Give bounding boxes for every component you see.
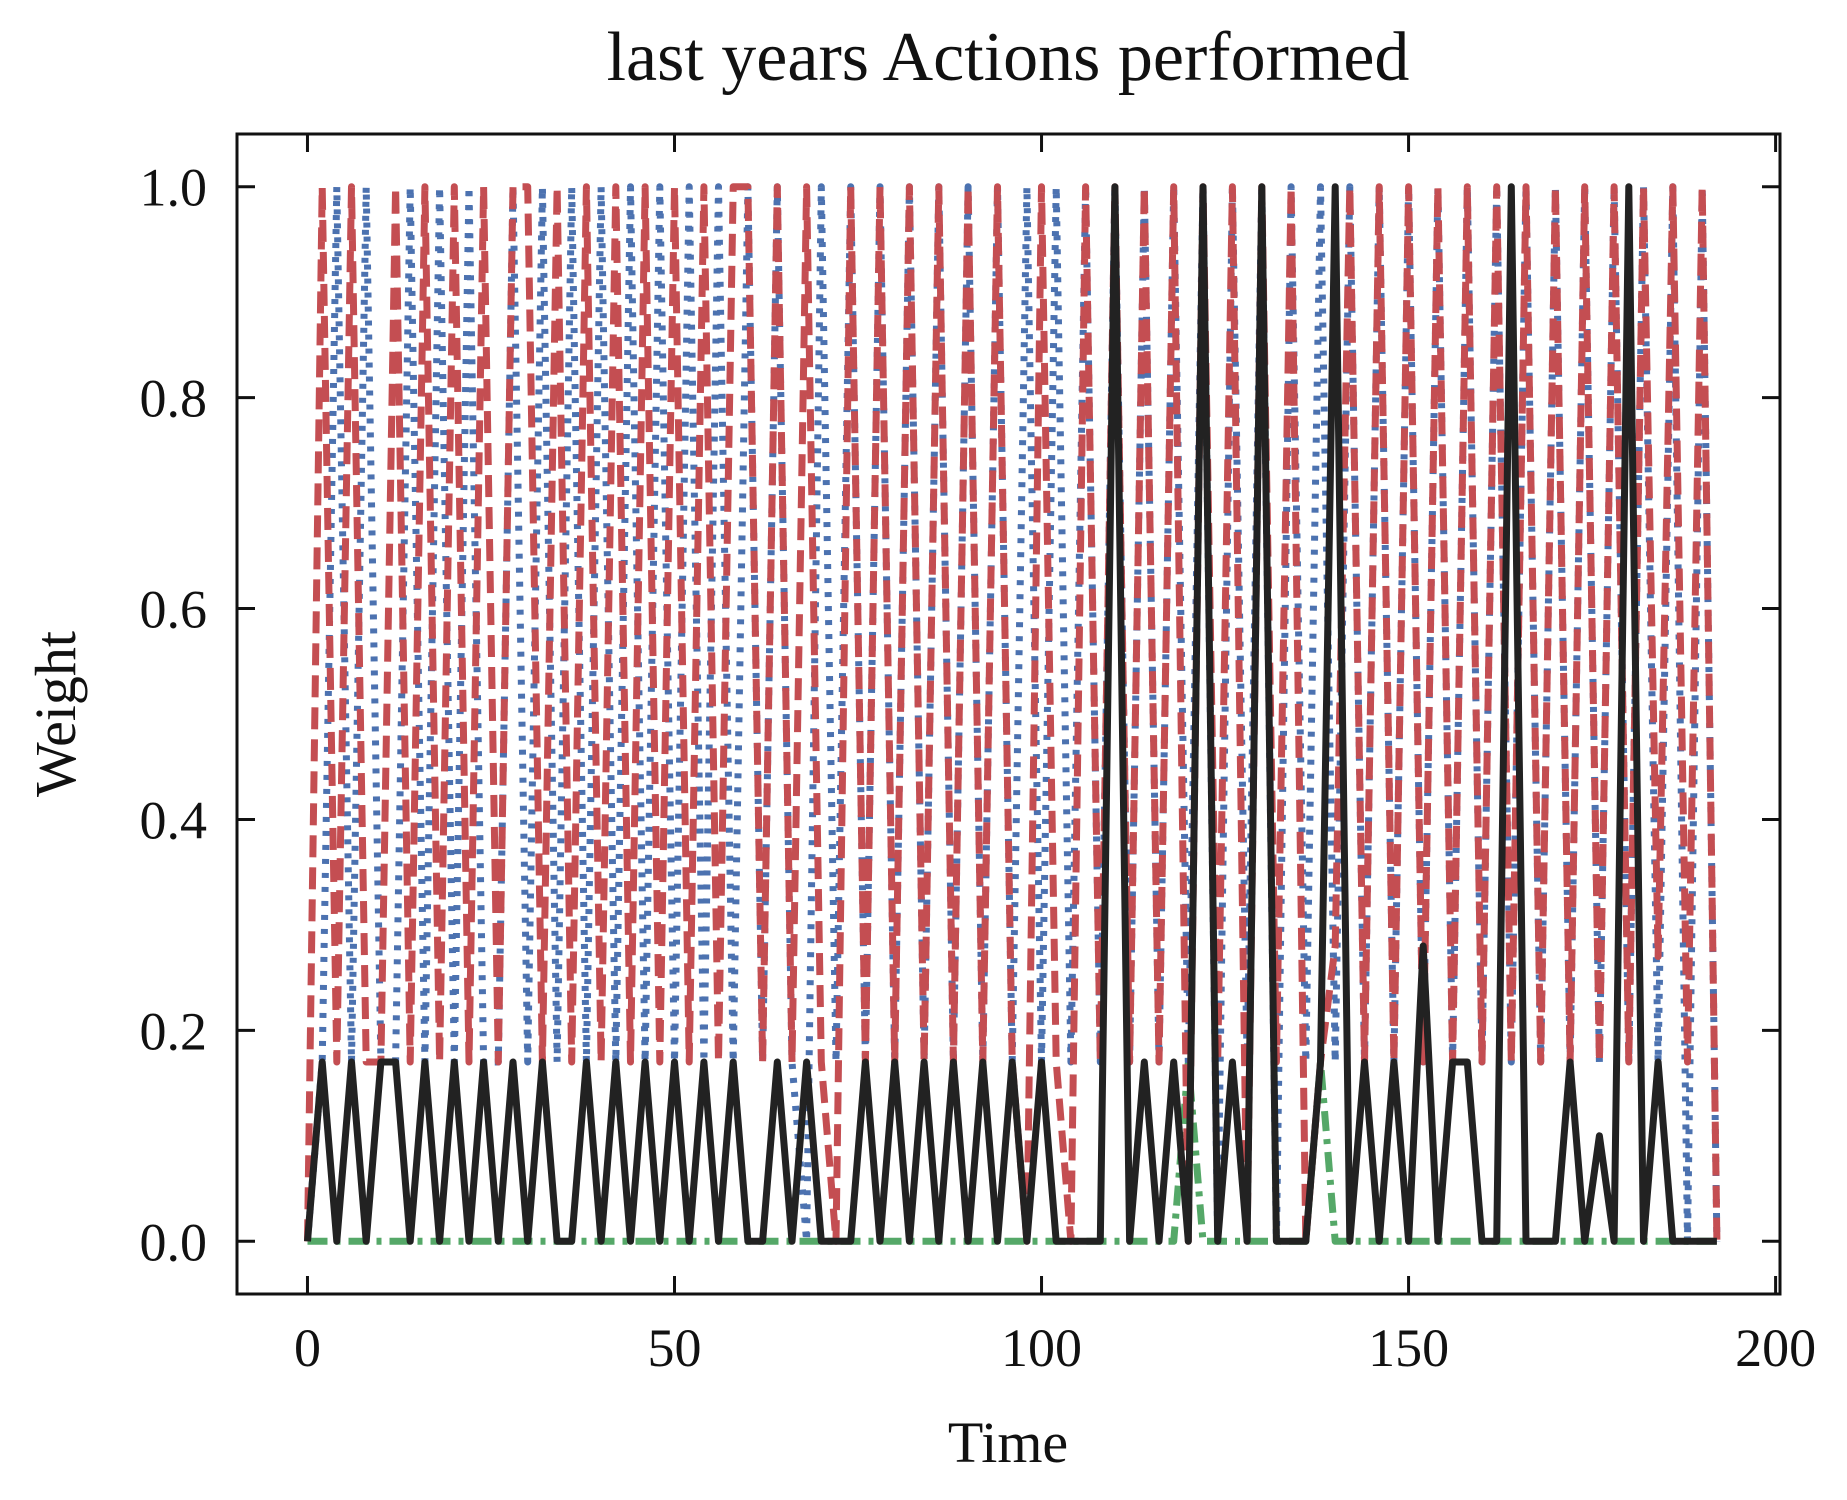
x-tick-label: 200 — [1735, 1318, 1816, 1378]
y-tick-label: 0.4 — [140, 790, 208, 850]
x-tick-label: 0 — [294, 1318, 321, 1378]
plot-area — [304, 183, 1721, 1245]
axes-frame — [235, 132, 1782, 1296]
y-tick-label: 0.8 — [140, 369, 208, 429]
y-tick-label: 0.6 — [140, 580, 208, 640]
x-tick-label: 150 — [1368, 1318, 1449, 1378]
x-tick-label: 100 — [1001, 1318, 1082, 1378]
y-tick-label: 0.2 — [140, 1001, 208, 1061]
x-tick-label: 50 — [648, 1318, 702, 1378]
series-line — [304, 183, 1717, 1245]
y-tick-label: 1.0 — [140, 158, 208, 218]
x-axis-label: Time — [948, 1410, 1068, 1475]
chart-title: last years Actions performed — [607, 19, 1410, 96]
y-tick-label: 0.0 — [140, 1212, 208, 1272]
y-axis-label: Weight — [23, 631, 88, 797]
